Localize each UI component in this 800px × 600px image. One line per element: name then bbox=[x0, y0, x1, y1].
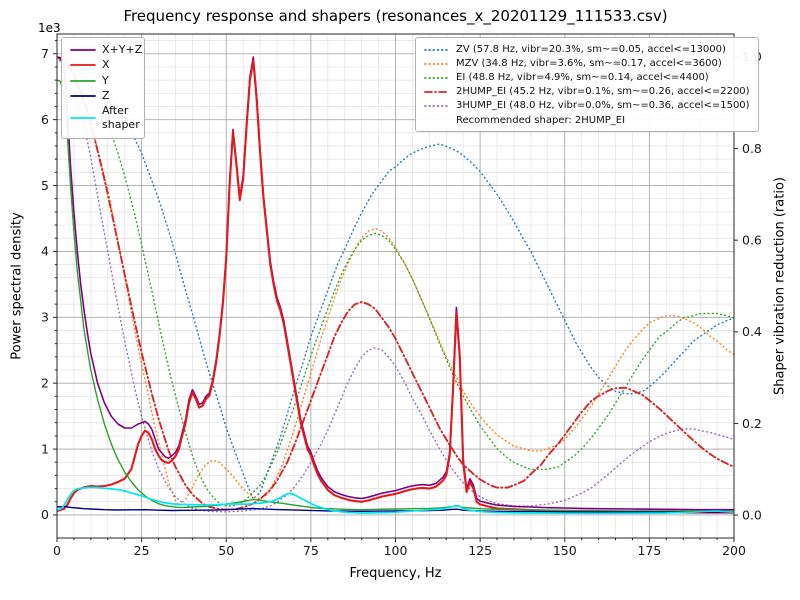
svg-text:0: 0 bbox=[53, 543, 61, 558]
tick-labels: 0 25 50 75 100 125 150 175 200 0 1 2 3 4 5 6 7 0.0 0.2 0.4 0… bbox=[41, 46, 762, 558]
legend-item-X+Y+Z: X+Y+Z bbox=[70, 43, 142, 57]
svg-text:0.2: 0.2 bbox=[742, 416, 762, 431]
legend-item-Z: Z bbox=[70, 89, 136, 103]
legend-line-sample bbox=[424, 48, 450, 51]
series-ZV bbox=[57, 56, 734, 500]
legend-line-sample bbox=[70, 95, 96, 97]
ticks bbox=[53, 40, 738, 542]
svg-text:6: 6 bbox=[41, 112, 49, 127]
legend-item-After shaper: After shaper bbox=[70, 104, 140, 133]
legend-label: ZV (57.8 Hz, vibr=20.3%, sm~=0.05, accel… bbox=[456, 44, 726, 55]
svg-text:1: 1 bbox=[41, 441, 49, 456]
legend-line-sample bbox=[70, 49, 96, 52]
series-2HUMP_EI bbox=[57, 55, 734, 511]
legend-line-sample bbox=[424, 90, 450, 93]
legend-item-3HUMP_EI: 3HUMP_EI (48.0 Hz, vibr=0.0%, sm~=0.36, … bbox=[424, 99, 750, 112]
svg-text:100: 100 bbox=[384, 543, 408, 558]
svg-text:25: 25 bbox=[134, 543, 150, 558]
legend-item-Y: Y bbox=[70, 74, 136, 88]
legend-line-sample bbox=[70, 117, 96, 120]
svg-text:125: 125 bbox=[468, 543, 492, 558]
legend-right: ZV (57.8 Hz, vibr=20.3%, sm~=0.05, accel… bbox=[415, 37, 759, 132]
legend-item-ZV: ZV (57.8 Hz, vibr=20.3%, sm~=0.05, accel… bbox=[424, 43, 750, 56]
series-After shaper bbox=[57, 486, 734, 515]
svg-text:75: 75 bbox=[303, 543, 319, 558]
legend-item-MZV: MZV (34.8 Hz, vibr=3.6%, sm~=0.17, accel… bbox=[424, 57, 750, 70]
legend-item-2HUMP_EI: 2HUMP_EI (45.2 Hz, vibr=0.1%, sm~=0.26, … bbox=[424, 85, 750, 98]
legend-label: Z bbox=[102, 88, 110, 102]
legend-label: 2HUMP_EI (45.2 Hz, vibr=0.1%, sm~=0.26, … bbox=[456, 86, 750, 97]
legend-item-X: X bbox=[70, 58, 136, 72]
legend-label: After shaper bbox=[102, 104, 140, 132]
series-3HUMP_EI bbox=[57, 56, 734, 513]
legend-line-sample bbox=[70, 64, 96, 67]
series-X bbox=[57, 59, 734, 514]
svg-text:5: 5 bbox=[41, 178, 49, 193]
svg-text:50: 50 bbox=[218, 543, 234, 558]
chart-title: Frequency response and shapers (resonanc… bbox=[123, 7, 668, 25]
svg-text:0.4: 0.4 bbox=[742, 324, 762, 339]
svg-text:0.0: 0.0 bbox=[742, 507, 762, 522]
legend-label: 3HUMP_EI (48.0 Hz, vibr=0.0%, sm~=0.36, … bbox=[456, 100, 750, 111]
svg-text:150: 150 bbox=[553, 543, 577, 558]
svg-text:175: 175 bbox=[637, 543, 661, 558]
svg-text:7: 7 bbox=[41, 46, 49, 61]
svg-text:2: 2 bbox=[41, 375, 49, 390]
legend-label: Y bbox=[102, 73, 109, 87]
legend-line-sample bbox=[424, 62, 450, 65]
legend-label: X+Y+Z bbox=[102, 43, 143, 56]
legend-left: X+Y+Z X Y Z After shaper bbox=[61, 37, 145, 139]
legend-line-sample bbox=[70, 79, 96, 82]
y-axis-offset-text: 1e3 bbox=[38, 21, 61, 35]
svg-text:3: 3 bbox=[41, 310, 49, 325]
legend-item-EI: EI (48.8 Hz, vibr=4.9%, sm~=0.14, accel<… bbox=[424, 71, 750, 84]
series-Y bbox=[57, 79, 734, 512]
legend-line-sample bbox=[424, 76, 450, 79]
svg-text:200: 200 bbox=[722, 543, 746, 558]
svg-text:0.8: 0.8 bbox=[742, 141, 762, 156]
legend-line-sample bbox=[424, 104, 450, 107]
svg-text:0: 0 bbox=[41, 507, 49, 522]
legend-label: X bbox=[102, 58, 110, 72]
legend-label: MZV (34.8 Hz, vibr=3.6%, sm~=0.17, accel… bbox=[456, 58, 722, 69]
svg-text:4: 4 bbox=[41, 244, 49, 259]
series-group bbox=[57, 55, 734, 515]
y-axis-label-right: Shaper vibration reduction (ratio) bbox=[772, 177, 788, 395]
recommended-shaper-note: Recommended shaper: 2HUMP_EI bbox=[456, 115, 626, 126]
grid-minor bbox=[57, 34, 734, 538]
series-EI bbox=[57, 56, 734, 507]
x-axis-label: Frequency, Hz bbox=[349, 566, 442, 581]
series-MZV bbox=[57, 56, 734, 507]
y-axis-label-left: Power spectral density bbox=[9, 212, 25, 360]
legend-label: EI (48.8 Hz, vibr=4.9%, sm~=0.14, accel<… bbox=[456, 72, 709, 83]
svg-text:0.6: 0.6 bbox=[742, 232, 762, 247]
